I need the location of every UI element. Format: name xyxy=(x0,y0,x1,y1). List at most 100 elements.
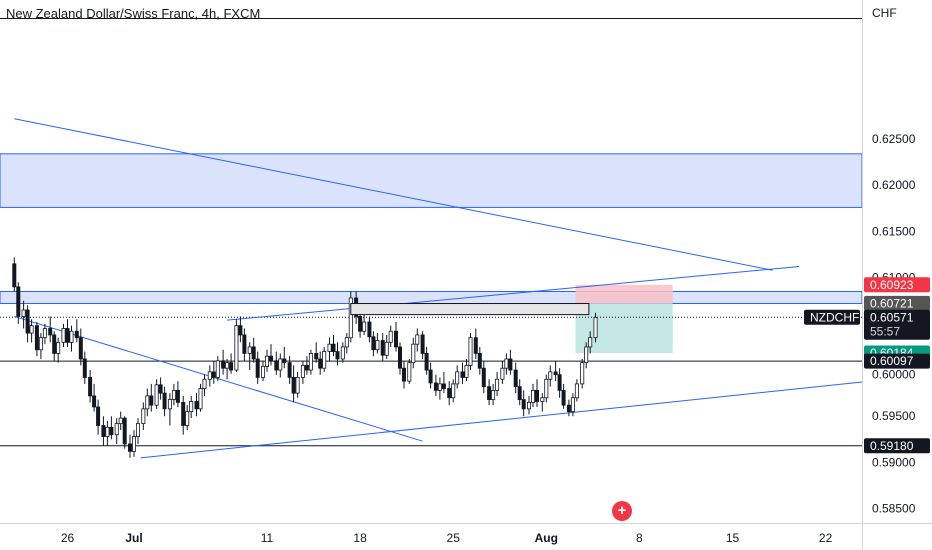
zones-layer xyxy=(0,153,863,305)
candle-86 xyxy=(394,321,399,352)
candle-body xyxy=(517,386,522,401)
candle-41 xyxy=(194,393,199,417)
candle-body xyxy=(574,383,579,399)
x-tick-label-3: 18 xyxy=(353,531,367,545)
candle-28 xyxy=(135,418,140,444)
candle-87 xyxy=(397,342,402,375)
candle-body xyxy=(566,404,571,413)
candle-110 xyxy=(500,360,505,384)
candle-body xyxy=(181,401,186,426)
candle-49 xyxy=(229,353,234,374)
candle-body xyxy=(455,371,460,385)
candle-75 xyxy=(344,333,349,354)
candle-body xyxy=(468,337,473,366)
candle-104 xyxy=(473,328,478,359)
candle-67 xyxy=(308,349,313,375)
candle-76 xyxy=(348,291,353,343)
candle-body xyxy=(61,328,66,343)
candle-53 xyxy=(247,342,252,371)
candle-120 xyxy=(544,374,549,403)
candle-94 xyxy=(428,362,433,389)
currency-label: CHF xyxy=(872,6,897,20)
candle-body xyxy=(122,417,127,445)
candle-81 xyxy=(371,331,376,357)
candle-58 xyxy=(268,344,273,366)
candle-19 xyxy=(96,399,101,435)
candle-59 xyxy=(274,351,279,375)
candle-38 xyxy=(181,395,186,435)
add-alert-icon[interactable]: + xyxy=(612,501,632,521)
candle-103 xyxy=(468,333,473,371)
trendline-3 xyxy=(140,374,932,459)
candle-109 xyxy=(495,371,500,396)
candle-31 xyxy=(149,383,154,412)
candle-body xyxy=(278,358,283,371)
candle-8 xyxy=(48,316,53,343)
horizontal-lines-layer xyxy=(0,18,862,447)
candle-body xyxy=(340,346,345,360)
candle-body xyxy=(557,374,562,391)
trendline-0 xyxy=(14,118,773,271)
candle-71 xyxy=(327,337,332,361)
candle-body xyxy=(74,330,79,339)
zone-1 xyxy=(0,291,863,305)
candle-90 xyxy=(411,337,416,369)
y-tick-label-5: 0.59500 xyxy=(872,409,916,423)
candle-body xyxy=(56,341,61,354)
price-tag-label: 0.60923 xyxy=(870,278,914,292)
candle-body xyxy=(247,346,252,354)
candle-body xyxy=(548,371,553,380)
candle-body xyxy=(12,263,17,288)
candle-105 xyxy=(477,346,482,375)
candle-111 xyxy=(504,353,509,375)
candle-21 xyxy=(105,420,110,446)
candle-83 xyxy=(380,333,385,361)
candle-44 xyxy=(207,365,212,387)
candle-body xyxy=(593,316,598,339)
trendlines-layer xyxy=(14,118,932,459)
candle-61 xyxy=(282,346,287,369)
candle-body xyxy=(477,353,482,369)
candle-body xyxy=(268,355,273,362)
candle-23 xyxy=(114,418,119,444)
candle-69 xyxy=(318,351,323,375)
candle-98 xyxy=(447,381,452,406)
candle-body xyxy=(38,337,43,351)
candle-89 xyxy=(407,358,412,384)
candle-57 xyxy=(264,349,269,372)
y-tick-label-2: 0.61500 xyxy=(872,224,916,238)
candle-body xyxy=(437,383,442,391)
candle-body xyxy=(175,389,180,403)
candle-48 xyxy=(225,358,230,380)
candle-body xyxy=(527,401,532,410)
candle-121 xyxy=(548,365,553,387)
candle-body xyxy=(561,389,566,406)
chart-title: New Zealand Dollar/Swiss Franc, 4h, FXCM xyxy=(6,6,261,21)
candle-35 xyxy=(167,393,172,426)
candle-113 xyxy=(513,362,518,394)
candle-body xyxy=(291,377,296,394)
candle-body xyxy=(221,360,226,369)
candle-66 xyxy=(304,356,309,375)
candle-131 xyxy=(593,312,598,343)
candle-102 xyxy=(464,358,469,382)
candle-body xyxy=(487,386,492,401)
candle-body xyxy=(447,388,452,399)
candle-body xyxy=(460,371,465,378)
candle-51 xyxy=(238,316,243,343)
candle-body xyxy=(433,382,438,391)
y-tick-label-6: 0.59000 xyxy=(872,455,916,469)
candle-29 xyxy=(141,402,146,431)
candle-91 xyxy=(415,328,420,352)
candle-body xyxy=(96,406,101,426)
candle-body xyxy=(225,362,230,369)
candle-body xyxy=(48,328,53,336)
candle-body xyxy=(384,341,389,356)
candle-32 xyxy=(154,379,159,409)
candle-55 xyxy=(255,351,260,384)
candle-body xyxy=(295,377,300,394)
candle-62 xyxy=(287,356,292,384)
candle-body xyxy=(162,392,167,410)
candle-70 xyxy=(322,346,327,372)
